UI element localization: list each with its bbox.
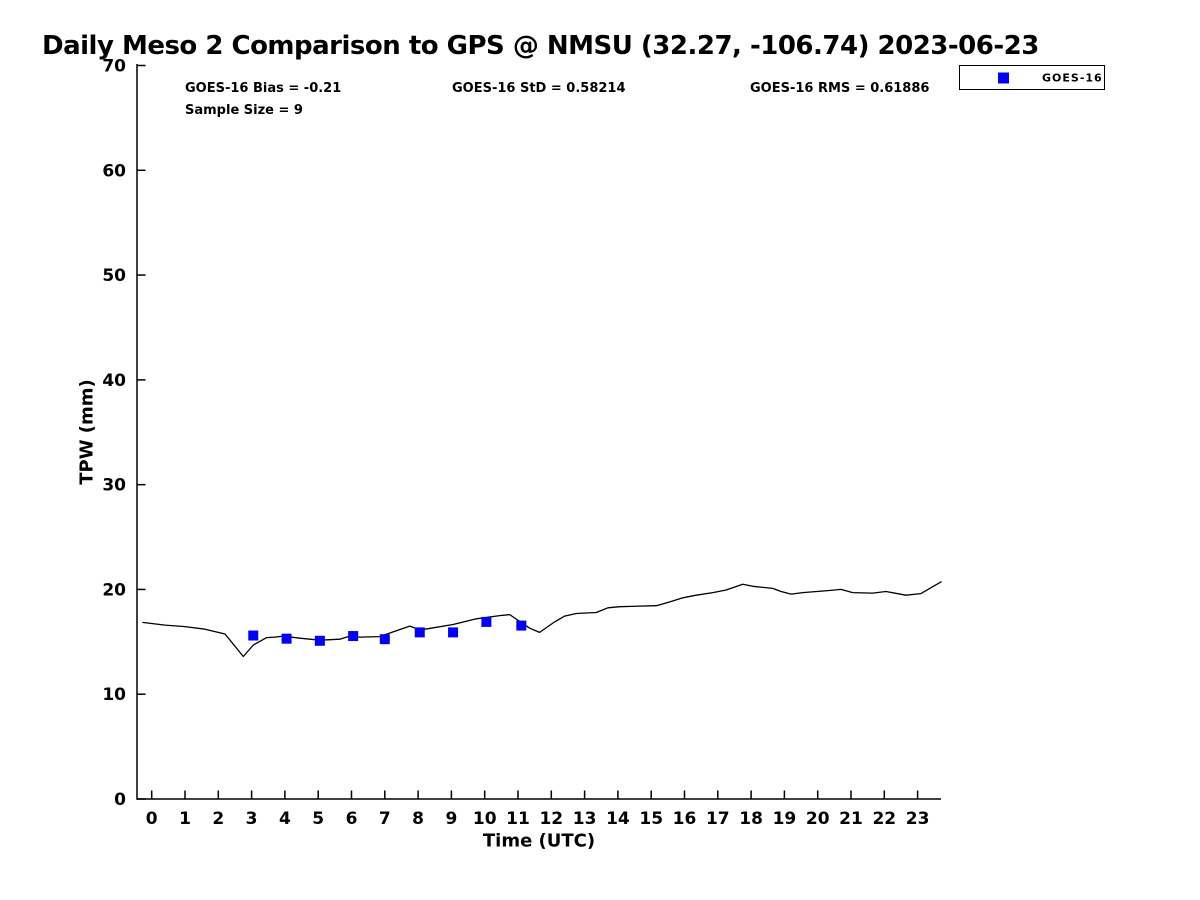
- y-tick-label: 40: [102, 371, 126, 391]
- x-tick-label: 17: [706, 809, 730, 829]
- x-tick-label: 6: [346, 809, 358, 829]
- y-tick-label: 20: [102, 580, 126, 600]
- goes16-marker: [414, 627, 425, 638]
- x-tick-label: 4: [279, 809, 291, 829]
- stats-bias-text: GOES-16 Bias = -0.21: [185, 81, 342, 96]
- goes16-marker: [348, 631, 359, 642]
- x-tick-label: 23: [906, 809, 930, 829]
- x-tick-label: 22: [872, 809, 896, 829]
- legend-goes16-label: GOES-16: [1042, 71, 1103, 84]
- goes16-marker: [448, 627, 459, 638]
- y-tick-label: 50: [102, 266, 126, 286]
- x-axis-label: Time (UTC): [482, 830, 596, 852]
- x-tick-label: 3: [246, 809, 258, 829]
- goes16-marker: [314, 635, 325, 646]
- x-tick-label: 16: [673, 809, 697, 829]
- y-tick-label: 0: [114, 790, 126, 810]
- y-tick-label: 70: [102, 57, 126, 77]
- x-tick-label: 2: [212, 809, 224, 829]
- x-tick-label: 18: [739, 809, 763, 829]
- x-tick-label: 1: [179, 809, 191, 829]
- stats-sample-size-text: Sample Size = 9: [185, 103, 303, 118]
- x-tick-label: 14: [606, 809, 630, 829]
- x-tick-label: 11: [506, 809, 530, 829]
- goes16-marker: [281, 633, 292, 644]
- goes16-marker: [248, 630, 259, 641]
- stats-rms-text: GOES-16 RMS = 0.61886: [750, 81, 930, 96]
- stats-std-text: GOES-16 StD = 0.58214: [452, 81, 626, 96]
- axes-spines: [136, 64, 941, 800]
- y-tick-label: 30: [102, 476, 126, 496]
- page-title: Daily Meso 2 Comparison to GPS @ NMSU (3…: [42, 31, 1039, 61]
- y-tick-label: 10: [102, 685, 126, 705]
- x-tick-label: 15: [639, 809, 663, 829]
- x-tick-label: 8: [412, 809, 424, 829]
- legend: GOES-16: [959, 65, 1105, 90]
- x-tick-label: 21: [839, 809, 863, 829]
- x-tick-label: 13: [573, 809, 597, 829]
- x-tick-label: 7: [379, 809, 391, 829]
- legend-goes16-marker-icon: [998, 72, 1009, 83]
- goes16-marker: [379, 634, 390, 645]
- gps-line: [142, 581, 942, 658]
- x-tick-label: 0: [146, 809, 158, 829]
- goes16-marker: [516, 620, 527, 631]
- x-tick-label: 10: [473, 809, 497, 829]
- x-tick-label: 19: [773, 809, 797, 829]
- x-tick-label: 5: [312, 809, 324, 829]
- x-tick-label: 9: [445, 809, 457, 829]
- goes16-marker: [481, 616, 492, 627]
- y-tick-label: 60: [102, 161, 126, 181]
- x-tick-label: 20: [806, 809, 830, 829]
- x-tick-label: 12: [539, 809, 563, 829]
